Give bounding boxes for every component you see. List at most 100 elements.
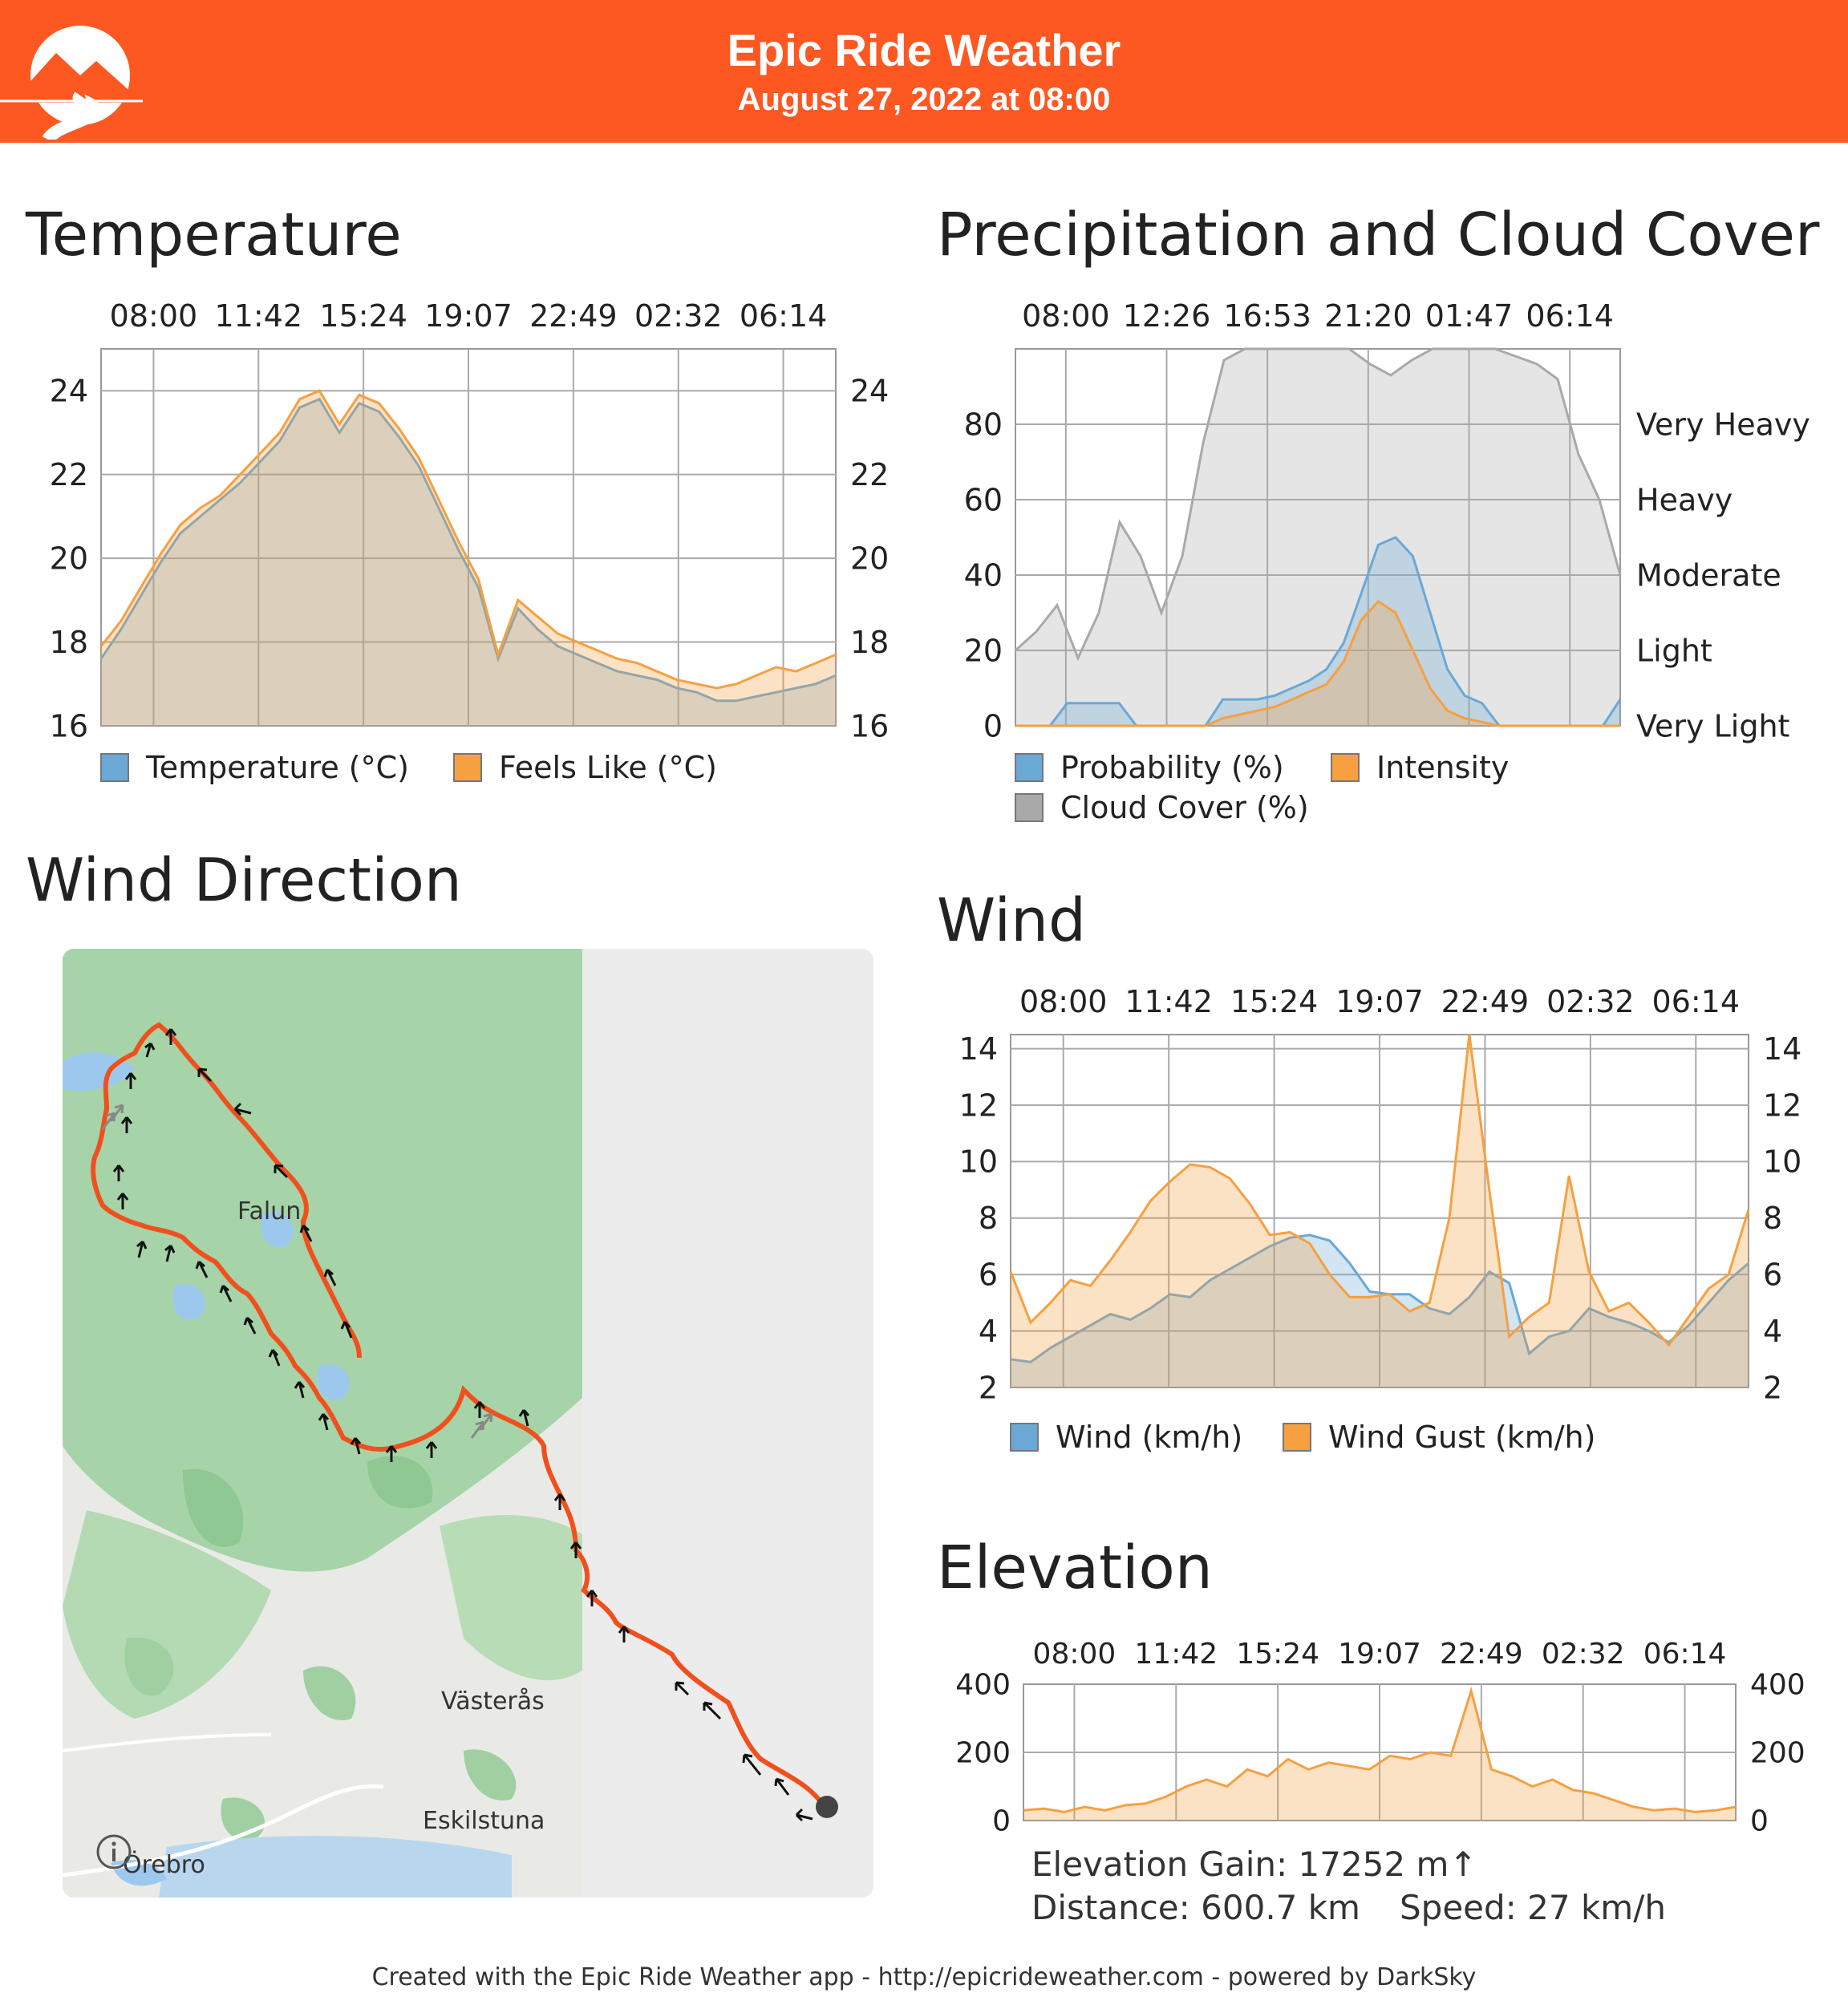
x-tick-label: 08:00 [1022, 298, 1110, 334]
x-tick-label: 11:42 [1134, 1638, 1218, 1671]
y-right-tick-label: 14 [1763, 1031, 1801, 1067]
wind-arrows [112, 1028, 813, 1822]
x-tick-label: 02:32 [634, 298, 723, 334]
map-label-eskilstuna: Eskilstuna [423, 1807, 545, 1835]
y-right-tick-label: 4 [1763, 1314, 1782, 1349]
y-tick-label: 2 [979, 1370, 998, 1405]
series-line [1010, 1233, 1749, 1363]
precipitation-title: Precipitation and Cloud Cover [937, 200, 1820, 269]
series-line [1014, 347, 1622, 662]
x-tick-label: 22:49 [1441, 984, 1530, 1019]
distance-stat: Distance: 600.7 km [1031, 1888, 1360, 1927]
y-tick-label: 20 [964, 633, 1003, 668]
y-right-tick-label: Very Heavy [1636, 407, 1810, 442]
y-right-tick-label: Very Light [1636, 708, 1789, 743]
legend-label: Wind (km/h) [1056, 1420, 1242, 1455]
x-tick-label: 11:42 [215, 298, 303, 334]
x-tick-label: 06:14 [1526, 298, 1614, 334]
map-label-vasteras: Västerås [441, 1687, 545, 1715]
legend-label: Cloud Cover (%) [1060, 790, 1309, 825]
series-area [101, 399, 836, 726]
x-tick-label: 06:14 [740, 298, 828, 334]
app-header: Epic Ride Weather August 27, 2022 at 08:… [0, 0, 1848, 143]
legend-label: Probability (%) [1060, 750, 1284, 785]
y-tick-label: 6 [979, 1258, 998, 1293]
series-area [1015, 349, 1620, 726]
x-tick-label: 15:24 [1236, 1638, 1319, 1671]
y-tick-label: 12 [959, 1088, 998, 1123]
x-tick-label: 15:24 [319, 298, 407, 334]
legend-label: Temperature (°C) [145, 750, 409, 785]
x-tick-label: 19:07 [1338, 1638, 1421, 1671]
legend-swatch [1015, 753, 1044, 782]
x-tick-label: 08:00 [1019, 984, 1108, 1019]
x-tick-label: 21:20 [1324, 298, 1412, 334]
info-icon[interactable] [95, 1833, 133, 1871]
y-tick-label: 20 [50, 541, 88, 576]
y-right-tick-label: 200 [1750, 1737, 1805, 1770]
x-tick-label: 06:14 [1643, 1638, 1727, 1671]
series-area [1011, 1234, 1749, 1387]
y-right-tick-label: 16 [850, 708, 889, 743]
y-tick-label: 16 [50, 708, 88, 743]
y-tick-label: 18 [50, 625, 88, 660]
x-tick-label: 19:07 [1335, 984, 1424, 1019]
temperature-chart: 08:00 11:42 15:24 19:07 22:49 02:32 06:14 16 16 1… [50, 298, 890, 785]
footer-credit: Created with the Epic Ride Weather app -… [371, 1963, 1477, 1991]
mountain-road-logo-icon [0, 26, 143, 140]
y-tick-label: 8 [979, 1201, 998, 1236]
x-tick-label: 08:00 [1033, 1638, 1116, 1671]
legend-label: Wind Gust (km/h) [1328, 1420, 1595, 1455]
x-tick-label: 22:49 [1440, 1638, 1523, 1671]
map-label-falun: Falun [237, 1197, 301, 1225]
legend-swatch [1331, 753, 1360, 782]
series-area [101, 391, 836, 726]
y-right-tick-label: 2 [1763, 1370, 1782, 1405]
y-right-tick-label: 12 [1763, 1088, 1801, 1123]
series-line [1023, 1687, 1737, 1813]
y-right-tick-label: 6 [1763, 1258, 1782, 1293]
y-tick-label: 40 [964, 557, 1003, 593]
y-tick-label: 400 [955, 1669, 1011, 1702]
y-right-tick-label: Heavy [1636, 482, 1732, 517]
x-tick-label: 02:32 [1542, 1638, 1625, 1671]
y-tick-label: 10 [959, 1144, 998, 1180]
series-area [1023, 1691, 1736, 1821]
y-tick-label: 22 [50, 457, 88, 492]
y-right-tick-label: 400 [1750, 1669, 1805, 1702]
x-tick-label: 22:49 [529, 298, 618, 334]
map-label-orebro: Örebro [123, 1850, 205, 1879]
series-area [1011, 1035, 1749, 1387]
x-tick-label: 12:26 [1123, 298, 1211, 334]
series-line [99, 397, 837, 703]
y-right-tick-label: 18 [850, 625, 889, 660]
y-tick-label: 14 [959, 1031, 998, 1067]
y-right-tick-label: Moderate [1636, 557, 1781, 593]
y-right-tick-label: 24 [850, 374, 889, 409]
app-title: Epic Ride Weather [727, 25, 1121, 75]
route-end-marker [816, 1796, 838, 1818]
elevation-title: Elevation [937, 1533, 1213, 1602]
elevation-gain: Elevation Gain: 17252 m↑ [1031, 1845, 1477, 1884]
x-tick-label: 15:24 [1230, 984, 1319, 1019]
series-line [1015, 599, 1620, 727]
wind-direction-map[interactable]: Falun Västerås Eskilstuna Örebro [63, 949, 873, 1898]
series-line [99, 389, 837, 690]
y-right-tick-label: Light [1636, 633, 1712, 668]
legend-swatch [453, 753, 482, 782]
legend-label: Intensity [1376, 750, 1509, 785]
precipitation-chart: 08:00 12:26 16:53 21:20 01:47 06:14 0 Very Ligh… [964, 298, 1810, 825]
legend-swatch [1015, 793, 1044, 822]
ride-date: August 27, 2022 at 08:00 [737, 82, 1111, 117]
y-right-tick-label: 20 [850, 541, 889, 576]
route-line [91, 1022, 827, 1809]
x-tick-label: 01:47 [1425, 298, 1514, 334]
x-tick-label: 19:07 [424, 298, 513, 334]
x-tick-label: 16:53 [1223, 298, 1311, 334]
y-right-tick-label: 0 [1750, 1805, 1769, 1837]
wind-chart: 08:00 11:42 15:24 19:07 22:49 02:32 06:14 2 2 4 4 6… [959, 984, 1802, 1455]
series-area [1015, 601, 1620, 726]
series-line [1009, 1034, 1750, 1347]
y-tick-label: 0 [983, 708, 1003, 743]
y-right-tick-label: 10 [1763, 1144, 1801, 1180]
